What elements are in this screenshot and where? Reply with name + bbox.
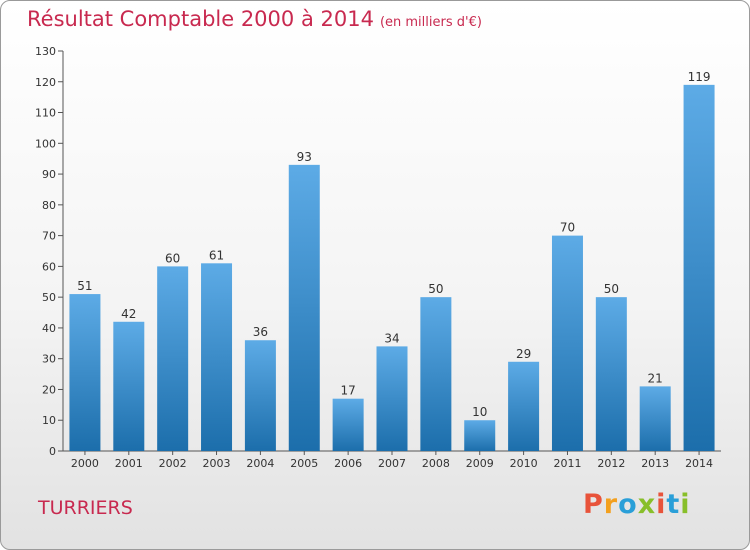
chart-title: Résultat Comptable 2000 à 2014: [27, 7, 374, 31]
x-tick-label: 2001: [115, 457, 143, 470]
y-tick-label: 80: [42, 199, 56, 212]
data-label: 10: [472, 405, 487, 419]
brand-logo: Proxiti: [583, 489, 691, 520]
x-tick-label: 2007: [378, 457, 406, 470]
data-label: 21: [648, 371, 663, 385]
data-label: 61: [209, 248, 224, 262]
chart-axes: 0 10 20 30 40 50 60 70 80 90 100 110 120 130 2000 2001 2…: [35, 45, 721, 470]
bar: [201, 263, 233, 451]
y-tick-label: 70: [42, 230, 56, 243]
bar: [157, 266, 189, 451]
data-label: 29: [516, 347, 531, 361]
chart-subtitle: (en milliers d'€): [379, 15, 482, 30]
x-tick-label: 2010: [510, 457, 538, 470]
bar: [69, 294, 101, 451]
data-label: 60: [165, 251, 180, 265]
x-tick-label: 2013: [641, 457, 669, 470]
data-label: 50: [428, 282, 443, 296]
data-label: 50: [604, 282, 619, 296]
chart-bars: [69, 84, 715, 451]
x-tick-label: 2000: [71, 457, 99, 470]
x-tick-label: 2008: [422, 457, 450, 470]
x-tick-label: 2012: [597, 457, 625, 470]
bar: [639, 386, 671, 451]
brand-letter: i: [680, 489, 691, 520]
bar: [332, 398, 364, 451]
y-tick-label: 10: [42, 414, 56, 427]
y-tick-label: 50: [42, 291, 56, 304]
brand-letter: t: [666, 489, 681, 520]
bar: [464, 420, 496, 451]
x-tick-label: 2005: [290, 457, 318, 470]
x-tick-label: 2014: [685, 457, 713, 470]
chart-title-block: Résultat Comptable 2000 à 2014 (en millie…: [27, 7, 482, 31]
data-label: 36: [253, 325, 268, 339]
x-tick-label: 2004: [246, 457, 274, 470]
data-label: 51: [77, 279, 92, 293]
commune-name: TURRIERS: [38, 497, 133, 519]
data-label: 70: [560, 221, 575, 235]
x-tick-label: 2006: [334, 457, 362, 470]
y-tick-label: 110: [35, 107, 56, 120]
data-label: 34: [384, 331, 399, 345]
chart-data-labels: 51 42 60 61 36 93 17 34 50 10 29 70 50 21 119: [77, 70, 710, 419]
brand-letter: P: [583, 489, 604, 520]
bar: [508, 361, 540, 451]
y-tick-label: 30: [42, 353, 56, 366]
y-tick-label: 130: [35, 45, 56, 58]
y-tick-label: 40: [42, 322, 56, 335]
x-tick-label: 2009: [466, 457, 494, 470]
y-tick-label: 90: [42, 168, 56, 181]
data-label: 93: [297, 150, 312, 164]
bar: [376, 346, 408, 451]
y-tick-label: 0: [49, 445, 56, 458]
brand-letter: r: [603, 489, 619, 520]
brand-letter: o: [618, 489, 638, 520]
bar: [244, 340, 276, 451]
data-label: 119: [688, 70, 711, 84]
y-tick-label: 120: [35, 76, 56, 89]
y-tick-label: 60: [42, 260, 56, 273]
bar: [113, 321, 145, 451]
data-label: 17: [340, 384, 355, 398]
bar: [683, 84, 715, 451]
y-tick-label: 20: [42, 383, 56, 396]
brand-letter: x: [637, 489, 657, 520]
bar: [288, 164, 320, 451]
brand-letter: i: [656, 489, 667, 520]
x-tick-label: 2003: [203, 457, 231, 470]
x-tick-label: 2011: [553, 457, 581, 470]
bar: [551, 235, 583, 451]
bar: [595, 297, 627, 451]
bar: [420, 297, 452, 451]
y-tick-label: 100: [35, 137, 56, 150]
data-label: 42: [121, 307, 136, 321]
x-tick-label: 2002: [159, 457, 187, 470]
